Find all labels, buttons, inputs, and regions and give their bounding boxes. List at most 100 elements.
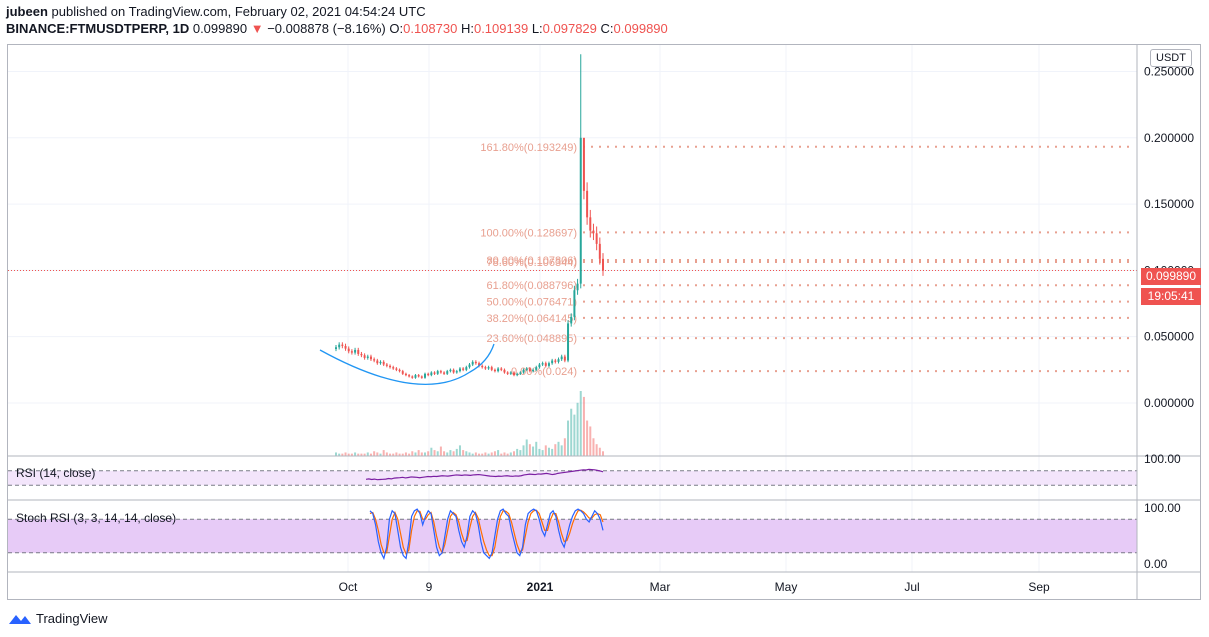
stoch-tick-label: 0.00: [1144, 557, 1168, 571]
volume-bar: [525, 439, 528, 456]
volume-bar: [452, 451, 455, 456]
candle-body: [576, 283, 579, 291]
volume-bar: [395, 452, 398, 456]
candle-body: [379, 361, 382, 364]
volume-bar: [509, 452, 512, 456]
volume-bar: [592, 438, 595, 456]
candle-body: [493, 369, 496, 372]
candle-body: [446, 371, 449, 374]
candle-body: [347, 348, 350, 352]
candle-body: [532, 369, 535, 372]
price-change: −0.008878 (−8.16%): [267, 21, 386, 36]
volume-bar: [516, 448, 519, 456]
volume-bar: [357, 453, 360, 456]
candle-body: [373, 359, 376, 361]
candle-body: [602, 258, 604, 271]
volume-bar: [589, 426, 592, 456]
volume-bar: [417, 450, 420, 456]
volume-bar: [404, 452, 407, 456]
candle-body: [404, 373, 407, 376]
candle-body: [525, 368, 528, 370]
candle-body: [586, 190, 589, 218]
candle-body: [465, 367, 468, 370]
legend-line: BINANCE:FTMUSDTPERP, 1D 0.099890 ▼ −0.00…: [6, 21, 668, 36]
volume-bar: [570, 408, 573, 456]
volume-bar: [436, 451, 439, 456]
fib-level-label: 50.00%(0.076471): [486, 297, 577, 309]
candle-body: [484, 367, 487, 369]
volume-bar: [458, 445, 461, 456]
time-tick-label: 9: [426, 580, 433, 594]
down-arrow-icon: ▼: [250, 21, 264, 36]
rsi-label[interactable]: RSI (14, close): [16, 466, 96, 480]
candle-body: [341, 344, 344, 346]
volume-bar: [344, 452, 347, 456]
volume-bar: [408, 453, 411, 456]
candle-body: [560, 356, 563, 360]
candle-body: [430, 372, 433, 376]
candle-body: [338, 344, 341, 348]
candle-body: [443, 372, 446, 374]
rounding-bottom-curve: [319, 343, 495, 386]
volume-bar: [535, 441, 538, 456]
volume-bar: [547, 447, 550, 456]
candle-body: [481, 365, 484, 368]
price-tick-label: 0.250000: [1144, 65, 1194, 79]
fib-level-label: 23.60%(0.048895): [486, 333, 577, 345]
stoch-k-line: [369, 508, 604, 561]
candle-body: [392, 367, 395, 369]
author-name[interactable]: jubeen: [6, 4, 48, 19]
volume-bar: [519, 450, 522, 456]
price-tick-label: 0.050000: [1144, 330, 1194, 344]
symbol-label[interactable]: BINANCE:FTMUSDTPERP, 1D: [6, 21, 190, 36]
last-price: 0.099890: [192, 21, 248, 36]
candle-body: [401, 371, 404, 374]
volume-bar: [532, 446, 535, 456]
volume-bar: [430, 447, 433, 456]
volume-bar: [471, 453, 474, 456]
volume-bar: [579, 391, 582, 456]
chart-frame: [7, 44, 1201, 600]
candle-body: [344, 345, 347, 349]
candle-body: [567, 323, 570, 361]
candle-body: [506, 372, 509, 374]
volume-bar: [350, 453, 353, 456]
volume-bar: [487, 453, 490, 456]
candle-body: [519, 372, 522, 374]
candle-body: [436, 371, 439, 374]
candle-body: [462, 368, 465, 370]
candle-body: [335, 347, 337, 349]
open-label: O:: [389, 21, 404, 36]
candle-body: [427, 373, 430, 376]
candle-body: [490, 367, 493, 370]
candle-body: [458, 368, 461, 372]
tradingview-logo-icon: [9, 614, 31, 624]
candle-body: [522, 369, 525, 373]
candle-body: [449, 369, 452, 372]
currency-button[interactable]: USDT: [1150, 49, 1192, 67]
volume-bar: [586, 420, 589, 456]
candle-body: [497, 368, 500, 372]
volume-bar: [478, 453, 481, 456]
volume-bar: [369, 453, 372, 456]
volume-bar: [354, 452, 357, 456]
volume-bar: [602, 451, 604, 456]
tradingview-branding[interactable]: TradingView: [8, 611, 108, 626]
current-price-tag: 0.099890: [1141, 268, 1201, 285]
fib-level-label: 0.00%(0.024): [511, 366, 577, 378]
stoch-rsi-label[interactable]: Stoch RSI (3, 3, 14, 14, close): [16, 511, 177, 525]
volume-bar: [427, 451, 430, 456]
volume-bar: [551, 448, 554, 456]
candle-body: [357, 349, 360, 354]
candle-body: [363, 355, 366, 358]
volume-bar: [522, 445, 525, 456]
stoch-tick-label: 100.00: [1144, 501, 1181, 515]
candle-body: [468, 364, 471, 368]
volume-bar: [398, 453, 401, 456]
volume-bar: [595, 444, 598, 456]
volume-bar: [382, 450, 385, 456]
candle-body: [573, 290, 576, 317]
candle-body: [592, 230, 595, 234]
candle-body: [455, 371, 458, 373]
